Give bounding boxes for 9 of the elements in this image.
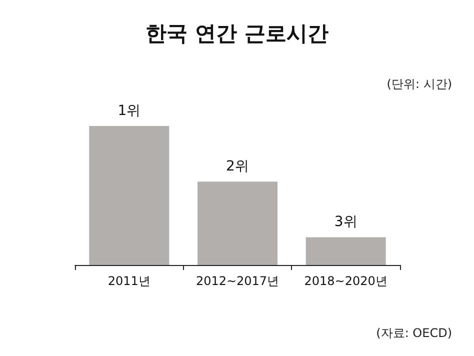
text: (단위: 시간) [386, 77, 452, 91]
chart-title: 한국 연간 근로시간 [146, 22, 328, 46]
text: (자료: OECD) [376, 326, 452, 340]
x-tick-label: 2011년 [108, 274, 150, 288]
x-tick-label: 2018~2020년 [304, 274, 388, 288]
annotation: 3위 [334, 214, 358, 230]
annotation: 2위 [226, 158, 249, 175]
annotation: 1위 [118, 103, 141, 119]
x-tick-label: 2012~2017년 [196, 274, 280, 288]
